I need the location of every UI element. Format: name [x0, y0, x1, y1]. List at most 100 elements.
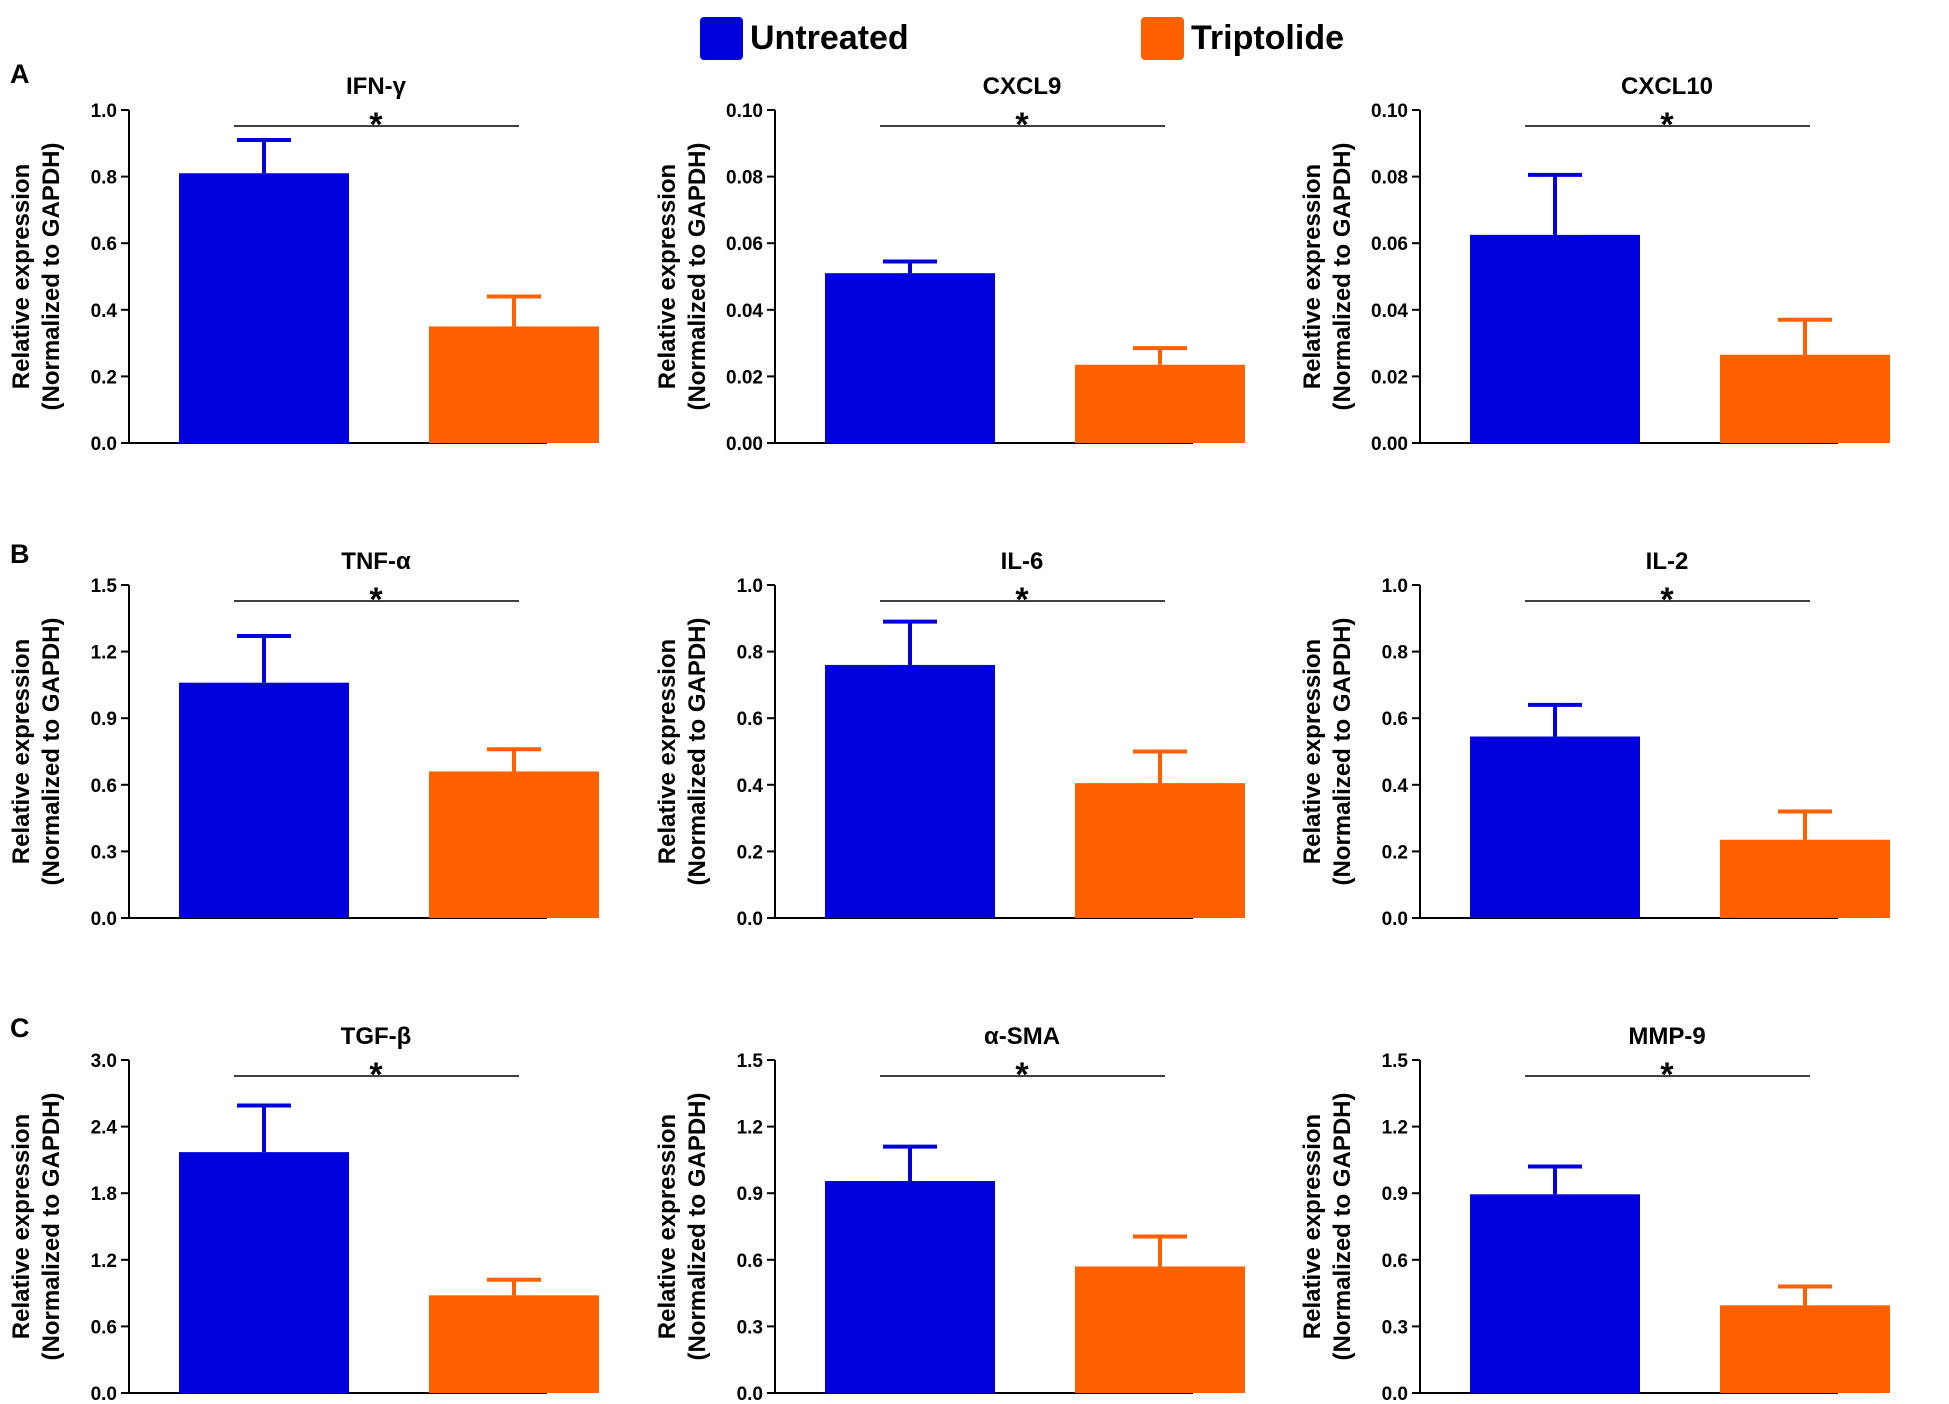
y-axis-label: Relative expression (Normalized to GAPDH)	[8, 142, 65, 410]
y-tick-label: 0.06	[726, 234, 763, 255]
y-tick-label: 0.8	[91, 168, 117, 189]
chart-7-tgf: 0.0 0.6 1.2 1.8 2.4 3.0 * TGF-β Relative express…	[8, 1023, 599, 1404]
y-tick-label: 0.6	[91, 1317, 117, 1338]
y-tick-label: 0.0	[1382, 1384, 1408, 1404]
y-tick-label: 0.6	[737, 709, 763, 730]
y-tick-label: 0.3	[1382, 1317, 1408, 1338]
y-tick-label: 0.00	[1371, 434, 1408, 455]
y-axis-label: Relative expression (Normalized to GAPDH)	[8, 617, 65, 885]
panel-letter-b: B	[10, 539, 30, 569]
chart-6-il-2: 0.0 0.2 0.4 0.6 0.8 1.0 * IL-2 Relative expressi…	[1299, 548, 1890, 930]
y-tick-label: 0.6	[91, 776, 117, 797]
y-axis-label-line: Relative expression	[654, 639, 681, 864]
y-tick-label: 0.6	[1382, 709, 1408, 730]
bar-untreated	[179, 1152, 349, 1393]
y-axis-label-line: (Normalized to GAPDH)	[38, 1092, 65, 1360]
y-tick-label: 0.10	[1371, 101, 1408, 122]
legend-swatch-untreated	[700, 17, 743, 60]
chart-title: MMP-9	[1628, 1023, 1705, 1050]
significance-star: *	[1660, 581, 1674, 619]
y-axis-label: Relative expression (Normalized to GAPDH)	[654, 617, 711, 885]
y-tick-label: 0.9	[1382, 1184, 1408, 1205]
y-tick-label: 0.08	[726, 168, 763, 189]
y-tick-label: 0.6	[91, 234, 117, 255]
chart-title: IFN-γ	[346, 73, 407, 100]
legend: Untreated Triptolide	[700, 17, 1344, 60]
y-axis-label: Relative expression (Normalized to GAPDH)	[654, 1092, 711, 1360]
y-tick-label: 0.00	[726, 434, 763, 455]
y-axis-label-line: (Normalized to GAPDH)	[38, 142, 65, 410]
y-tick-label: 0.08	[1371, 168, 1408, 189]
bar-untreated	[1470, 1194, 1640, 1393]
y-tick-label: 0.02	[1371, 367, 1408, 388]
chart-5-il-6: 0.0 0.2 0.4 0.6 0.8 1.0 * IL-6 Relative expressi…	[654, 548, 1245, 930]
bar-untreated	[825, 273, 995, 443]
bar-triptolide	[429, 1295, 599, 1393]
significance-star: *	[369, 1056, 383, 1094]
significance-star: *	[369, 581, 383, 619]
y-axis-label-line: (Normalized to GAPDH)	[38, 617, 65, 885]
bar-triptolide	[1720, 1305, 1890, 1393]
y-axis-label-line: (Normalized to GAPDH)	[1329, 142, 1356, 410]
y-tick-label: 1.5	[91, 576, 118, 597]
chart-1-ifn: 0.0 0.2 0.4 0.6 0.8 1.0 * IFN-γ Relative express…	[8, 73, 599, 455]
chart-title: IL-6	[1001, 548, 1044, 575]
y-tick-label: 0.6	[1382, 1251, 1408, 1272]
y-tick-label: 0.2	[91, 367, 117, 388]
y-tick-label: 1.2	[91, 1251, 117, 1272]
significance-star: *	[1015, 106, 1029, 144]
y-axis-label-line: (Normalized to GAPDH)	[1329, 617, 1356, 885]
chart-3-cxcl10: 0.00 0.02 0.04 0.06 0.08 0.10 * CXCL10 Relative …	[1299, 73, 1890, 455]
y-axis-label-line: Relative expression	[8, 639, 35, 864]
y-tick-label: 1.0	[91, 101, 117, 122]
chart-title: IL-2	[1646, 548, 1689, 575]
significance-star: *	[1660, 1056, 1674, 1094]
y-tick-label: 0.10	[726, 101, 763, 122]
panel-letter-c: C	[10, 1013, 30, 1043]
bar-triptolide	[429, 326, 599, 443]
y-axis-label-line: Relative expression	[654, 164, 681, 389]
panel-letter-a: A	[10, 59, 30, 89]
y-axis-label-line: Relative expression	[1299, 164, 1326, 389]
bar-untreated	[1470, 736, 1640, 918]
y-axis-label-line: Relative expression	[8, 164, 35, 389]
chart-4-tnf: 0.0 0.3 0.6 0.9 1.2 1.5 * TNF-α Relative express…	[8, 548, 599, 930]
y-tick-label: 0.9	[737, 1184, 763, 1205]
y-tick-label: 2.4	[91, 1118, 118, 1139]
y-tick-label: 0.0	[91, 909, 117, 930]
y-axis-label-line: Relative expression	[654, 1114, 681, 1339]
y-tick-label: 1.0	[1382, 576, 1408, 597]
bar-untreated	[179, 682, 349, 918]
y-axis-label-line: Relative expression	[8, 1114, 35, 1339]
y-tick-label: 3.0	[91, 1051, 117, 1072]
y-axis-label: Relative expression (Normalized to GAPDH)	[1299, 142, 1356, 410]
bar-triptolide	[1075, 783, 1245, 918]
y-axis-label-line: (Normalized to GAPDH)	[684, 142, 711, 410]
y-tick-label: 0.9	[91, 709, 117, 730]
legend-label-triptolide: Triptolide	[1191, 19, 1344, 57]
y-tick-label: 1.2	[91, 643, 117, 664]
bar-triptolide	[1720, 839, 1890, 918]
bar-untreated	[179, 173, 349, 443]
significance-star: *	[1015, 581, 1029, 619]
legend-label-untreated: Untreated	[750, 19, 909, 57]
y-tick-label: 0.8	[1382, 643, 1408, 664]
y-tick-label: 1.8	[91, 1184, 117, 1205]
chart-title: TNF-α	[341, 548, 411, 575]
chart-8-sma: 0.0 0.3 0.6 0.9 1.2 1.5 * α-SMA Relative express…	[654, 1023, 1245, 1404]
y-axis-label: Relative expression (Normalized to GAPDH)	[8, 1092, 65, 1360]
y-axis-label-line: Relative expression	[1299, 639, 1326, 864]
y-tick-label: 0.2	[1382, 842, 1408, 863]
bar-triptolide	[1720, 354, 1890, 443]
y-tick-label: 0.04	[726, 301, 763, 322]
chart-title: CXCL10	[1621, 73, 1713, 100]
y-tick-label: 0.4	[91, 301, 118, 322]
y-tick-label: 0.2	[737, 842, 763, 863]
significance-star: *	[1015, 1056, 1029, 1094]
legend-swatch-triptolide	[1141, 17, 1184, 60]
y-tick-label: 0.3	[91, 842, 117, 863]
y-axis-label: Relative expression (Normalized to GAPDH)	[1299, 1092, 1356, 1360]
y-tick-label: 0.8	[737, 643, 763, 664]
chart-title: α-SMA	[984, 1023, 1060, 1050]
